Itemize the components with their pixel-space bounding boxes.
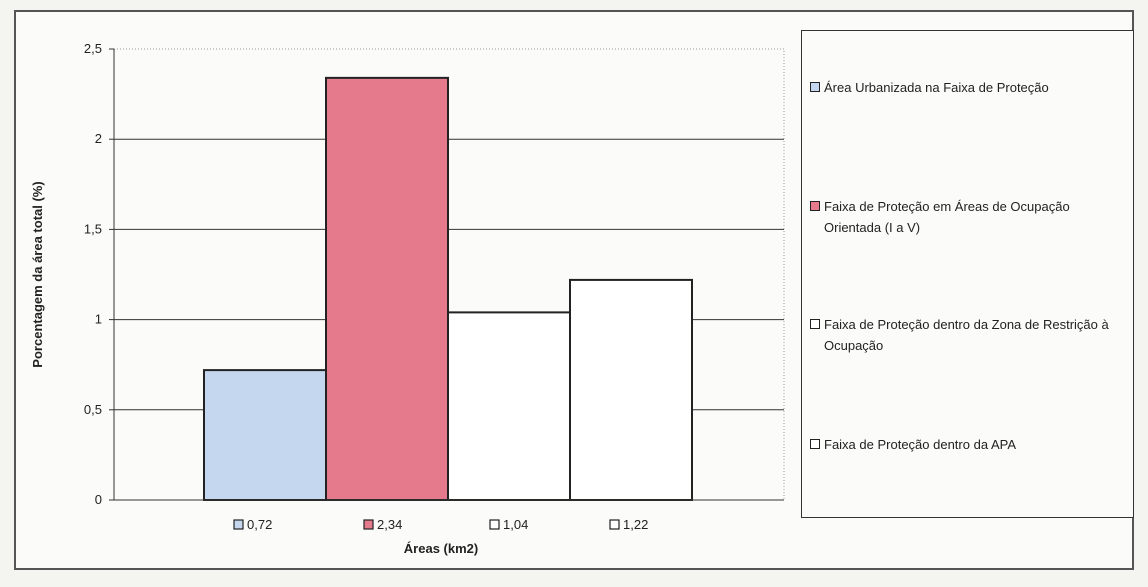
y-tick-label: 0,5 (84, 402, 102, 417)
legend-label: Faixa de Proteção dentro da Zona de Rest… (824, 317, 1109, 353)
legend-item: Faixa de Proteção dentro da APA (810, 434, 1128, 455)
legend-item: Faixa de Proteção em Áreas de Ocupação O… (810, 196, 1128, 238)
y-axis-label: Porcentagem da área total (%) (30, 181, 45, 367)
bar-3 (447, 311, 571, 501)
x-category-swatch (609, 519, 620, 530)
y-tick-label: 0 (95, 492, 102, 507)
x-category-label: 1,04 (503, 517, 528, 532)
legend-label: Faixa de Proteção dentro da APA (824, 437, 1016, 452)
legend-swatch (810, 201, 820, 211)
x-category-swatch (489, 519, 500, 530)
legend-swatch (810, 439, 820, 449)
legend-item: Faixa de Proteção dentro da Zona de Rest… (810, 314, 1128, 356)
legend-label: Faixa de Proteção em Áreas de Ocupação O… (824, 199, 1070, 235)
x-category-label: 2,34 (377, 517, 402, 532)
x-category-label: 0,72 (247, 517, 272, 532)
x-category-swatch (233, 519, 244, 530)
legend-item: Área Urbanizada na Faixa de Proteção (810, 77, 1128, 98)
y-tick-label: 2,5 (84, 41, 102, 56)
bar-4 (569, 278, 693, 501)
x-category-swatch (363, 519, 374, 530)
legend: Área Urbanizada na Faixa de Proteção Faix… (801, 30, 1134, 518)
y-tick-label: 2 (95, 131, 102, 146)
bar-chart: 0 0,5 1 1,5 2 2,5 0,72 2,34 1,04 1,22 Porcentage… (30, 41, 785, 556)
chart-frame: 0 0,5 1 1,5 2 2,5 0,72 2,34 1,04 1,22 Porcentage… (14, 10, 1134, 570)
legend-swatch (810, 82, 820, 92)
x-category-label: 1,22 (623, 517, 648, 532)
x-axis-label: Áreas (km2) (404, 541, 478, 556)
y-tick-label: 1 (95, 312, 102, 327)
bar-2 (325, 76, 449, 501)
bar-1 (203, 369, 327, 501)
legend-label: Área Urbanizada na Faixa de Proteção (824, 80, 1049, 95)
legend-swatch (810, 319, 820, 329)
y-tick-label: 1,5 (84, 221, 102, 236)
